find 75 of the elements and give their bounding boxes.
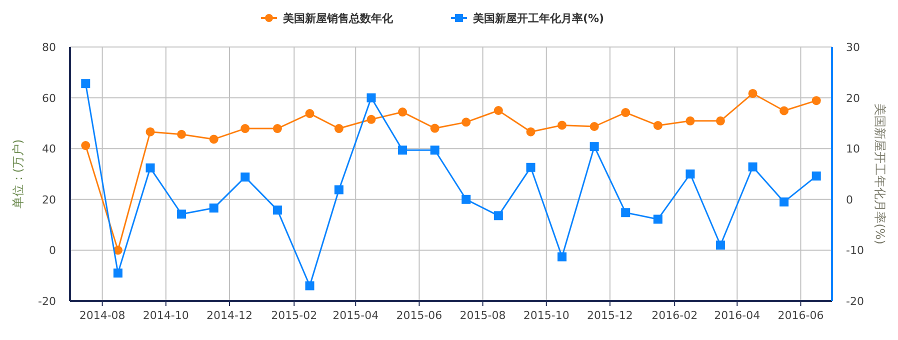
y-axis-title: 单位：(万户) (11, 139, 25, 209)
x-tick-label: 2015-10 (523, 309, 570, 322)
point (812, 172, 821, 181)
x-tick-label: 2014-12 (206, 309, 252, 322)
point (716, 116, 725, 126)
point (272, 206, 282, 215)
x-tick-label: 2016-04 (714, 309, 760, 322)
point (780, 106, 789, 116)
x-tick-label: 2014-10 (142, 309, 189, 322)
legend-label: 美国新屋销售总数年化 (282, 12, 394, 25)
x-tick-label: 2014-08 (79, 309, 126, 322)
point (81, 79, 90, 88)
point (494, 106, 503, 115)
point (177, 210, 186, 219)
y2-tick-label: 10 (846, 142, 860, 156)
point (748, 88, 758, 98)
point (177, 130, 186, 139)
point (621, 208, 630, 218)
point (81, 141, 90, 150)
x-tick-label: 2016-06 (778, 309, 824, 322)
y2-tick-label: 0 (846, 193, 853, 206)
y-tick-label: 60 (42, 92, 56, 105)
point (653, 214, 662, 224)
x-tick-label: 2016-02 (652, 309, 698, 322)
y-tick-label: 20 (42, 193, 56, 206)
point (621, 108, 630, 118)
point (240, 172, 250, 182)
point (209, 204, 218, 213)
point (305, 109, 314, 118)
y-tick-label: 0 (49, 244, 56, 258)
point (113, 268, 122, 278)
point (305, 281, 314, 290)
y2-tick-label: 30 (846, 41, 860, 54)
point (272, 124, 282, 134)
point (748, 162, 758, 172)
point (430, 124, 440, 133)
y2-axis-title: 美国新屋开工年化月率(%) (873, 104, 887, 244)
x-tick-label: 2015-08 (460, 309, 506, 322)
legend-label: 美国新屋开工年化月率(%) (472, 12, 604, 25)
point (558, 252, 567, 262)
point (366, 114, 376, 124)
point (590, 122, 599, 131)
point (526, 127, 536, 136)
point (146, 127, 155, 136)
point (653, 120, 662, 130)
x-tick-label: 2015-02 (271, 309, 318, 322)
y2-tick-label: -20 (846, 295, 864, 308)
point (334, 124, 344, 134)
point (494, 211, 503, 220)
point (398, 146, 408, 155)
point (812, 96, 821, 106)
x-tick-label: 2015-06 (396, 309, 442, 322)
point (686, 170, 695, 178)
point (430, 146, 440, 155)
point (462, 118, 471, 127)
point (590, 142, 599, 152)
point (398, 108, 408, 117)
point (209, 134, 218, 144)
x-tick-label: 2015-04 (332, 309, 379, 322)
point (686, 116, 695, 126)
point (716, 240, 725, 250)
y-tick-label: 40 (42, 142, 56, 156)
y2-tick-label: 20 (846, 92, 860, 105)
point (526, 162, 536, 172)
point (334, 185, 344, 194)
x-tick-label: 2015-12 (586, 309, 633, 322)
y-tick-label: 80 (42, 41, 56, 54)
point (462, 194, 471, 204)
point (558, 120, 567, 130)
point (146, 163, 155, 172)
point (366, 93, 376, 102)
y2-tick-label: -10 (846, 244, 864, 258)
point (780, 197, 789, 206)
point (240, 124, 250, 134)
y-tick-label: -20 (38, 295, 56, 308)
